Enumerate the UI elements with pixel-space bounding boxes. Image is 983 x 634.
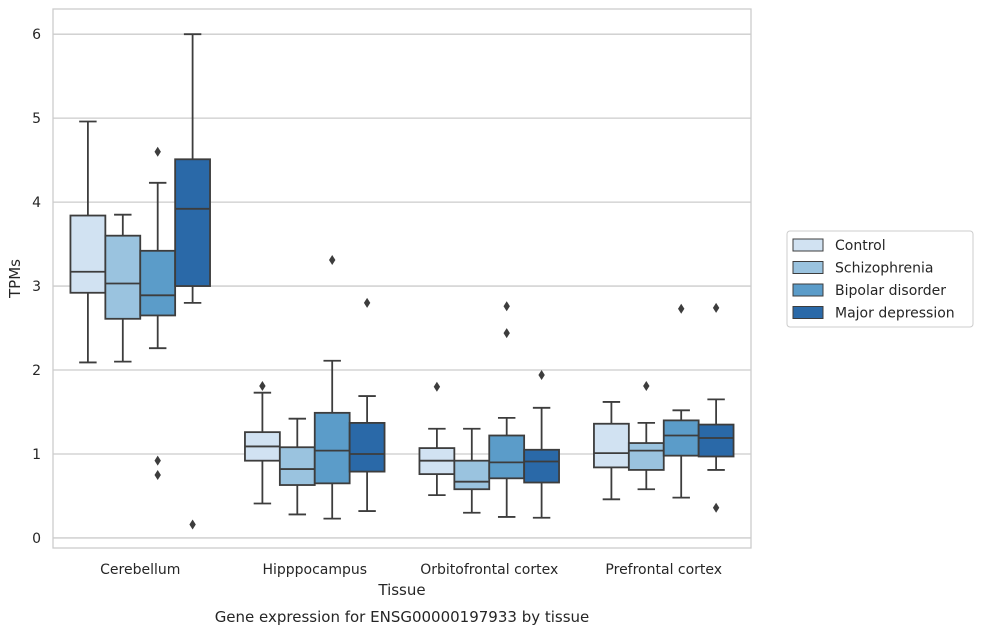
box-bipolar-disorder: [662, 303, 700, 499]
y-axis-label: TPMs: [6, 259, 24, 299]
outlier-point: [712, 302, 720, 313]
y-tick-label: 1: [32, 447, 41, 463]
outlier-point: [154, 469, 161, 480]
legend-frame: [786, 230, 974, 328]
box-iqr: [139, 249, 177, 317]
box-iqr: [69, 214, 107, 294]
box-iqr: [348, 422, 386, 473]
box-major-depression: [174, 33, 211, 530]
box-control: [418, 381, 456, 497]
box-schizophrenia: [278, 417, 316, 516]
plot-frame: [52, 8, 752, 549]
box-bipolar-disorder: [488, 301, 526, 518]
box-major-depression: [348, 297, 386, 512]
outlier-point: [538, 370, 545, 381]
box-bipolar-disorder: [313, 255, 351, 520]
chart-caption: Gene expression for ENSG00000197933 by t…: [215, 608, 590, 626]
y-tick-label: 4: [32, 195, 41, 211]
x-tick-label: Cerebellum: [100, 562, 180, 578]
outlier-point: [712, 502, 720, 513]
box-control: [244, 380, 281, 505]
outlier-point: [154, 455, 161, 466]
y-tick-label: 0: [32, 531, 41, 547]
outlier-point: [503, 328, 510, 339]
box-schizophrenia: [104, 213, 142, 363]
legend: Control Schizophrenia Bipolar disorder Majo…: [786, 230, 974, 328]
box-iqr: [453, 459, 491, 491]
legend-label: Control: [835, 238, 886, 254]
outlier-point: [503, 301, 510, 312]
box-iqr: [278, 446, 316, 486]
box-schizophrenia: [627, 380, 665, 491]
outlier-point: [643, 380, 650, 391]
y-axis-ticks: 0 1 2 3 4 5 6: [32, 27, 41, 547]
outlier-point: [363, 297, 371, 308]
box-iqr: [593, 422, 630, 469]
box-iqr: [662, 419, 700, 457]
box-major-depression: [697, 302, 735, 513]
box-major-depression: [523, 370, 560, 519]
box-iqr: [488, 434, 526, 480]
x-tick-label: Prefrontal cortex: [605, 562, 722, 578]
box-iqr: [697, 423, 735, 458]
outlier-point: [329, 255, 336, 266]
x-axis-ticks: Cerebellum Hipppocampus Orbitofrontal cort…: [100, 562, 722, 578]
legend-swatch: [792, 283, 824, 297]
box-iqr: [523, 448, 560, 484]
box-control: [593, 401, 630, 501]
legend-swatch: [792, 261, 824, 274]
outlier-point: [259, 380, 266, 391]
box-iqr: [313, 411, 351, 485]
legend-swatch: [792, 238, 824, 252]
legend-label: Bipolar disorder: [835, 283, 946, 299]
x-axis-label: Tissue: [377, 581, 425, 599]
y-tick-label: 6: [32, 27, 41, 43]
y-tick-label: 5: [32, 111, 41, 127]
y-tick-label: 2: [32, 363, 41, 379]
y-tick-label: 3: [32, 279, 41, 295]
outlier-point: [433, 381, 441, 392]
box-control: [69, 120, 107, 364]
box-plot-area: [69, 33, 735, 530]
box-iqr: [627, 442, 665, 471]
outlier-point: [154, 146, 161, 157]
legend-swatch: [792, 306, 824, 319]
outlier-point: [189, 519, 196, 530]
box-bipolar-disorder: [139, 146, 177, 480]
legend-label: Schizophrenia: [835, 261, 933, 277]
legend-label: Major depression: [835, 306, 955, 322]
box-iqr: [104, 234, 142, 320]
x-tick-label: Hipppocampus: [262, 562, 367, 578]
box-iqr: [174, 158, 211, 287]
outlier-point: [678, 303, 685, 314]
box-schizophrenia: [453, 427, 491, 514]
x-tick-label: Orbitofrontal cortex: [420, 562, 558, 578]
